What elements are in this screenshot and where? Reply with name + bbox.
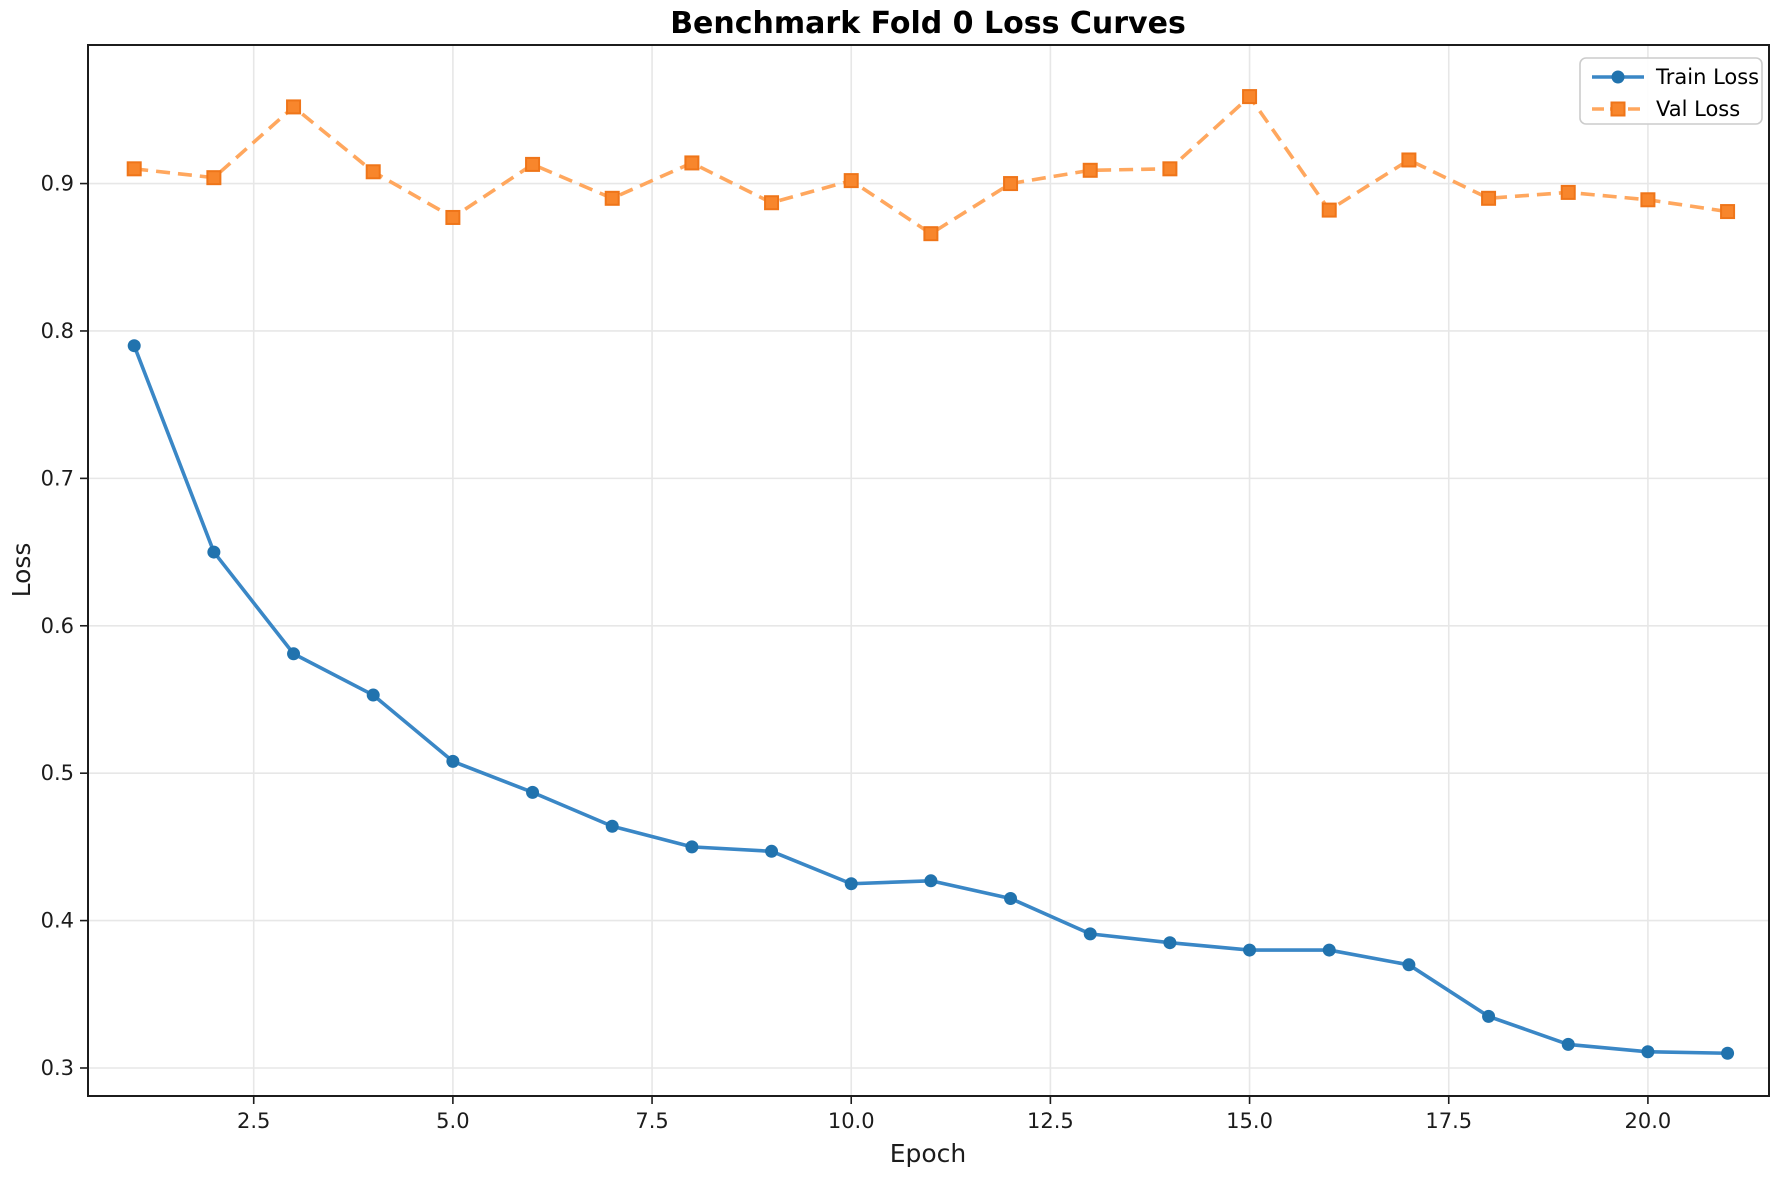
y-axis-label: Loss	[7, 543, 36, 598]
legend-sample-marker	[1610, 101, 1626, 117]
data-point-marker	[1242, 89, 1258, 105]
data-point-marker	[1401, 152, 1417, 168]
data-point-marker	[287, 647, 301, 661]
series-line	[134, 94, 1728, 236]
data-point-marker	[764, 195, 780, 211]
x-tick-label: 20.0	[1625, 1109, 1672, 1133]
data-point-marker	[286, 99, 302, 115]
x-tick-label: 2.5	[237, 1109, 270, 1133]
data-point-marker	[1163, 936, 1177, 950]
data-point-marker	[525, 156, 541, 172]
data-point-marker	[365, 164, 381, 180]
gridlines	[88, 45, 1769, 1096]
data-point-marker	[445, 209, 461, 225]
data-point-marker	[1402, 958, 1416, 972]
y-tick-label: 0.9	[41, 172, 74, 196]
data-point-marker	[1321, 202, 1337, 218]
data-point-marker	[843, 173, 859, 189]
data-point-marker	[206, 170, 222, 186]
data-point-marker	[1560, 184, 1576, 200]
data-point-marker	[1720, 204, 1736, 220]
y-tick-label: 0.6	[41, 614, 74, 638]
legend: Train Loss Val Loss	[1579, 57, 1763, 125]
y-tick-label: 0.3	[41, 1056, 74, 1080]
data-point-marker	[605, 819, 619, 833]
legend-item-train-loss: Train Loss	[1592, 65, 1759, 89]
y-tick-label: 0.8	[41, 319, 74, 343]
data-point-marker	[1721, 1046, 1735, 1060]
y-tick-label: 0.7	[41, 466, 74, 490]
data-point-marker	[446, 754, 460, 768]
data-point-marker	[366, 688, 380, 702]
y-tick-label: 0.4	[41, 909, 74, 933]
data-point-marker	[526, 785, 540, 799]
x-tick-label: 10.0	[828, 1109, 875, 1133]
data-point-marker	[684, 155, 700, 171]
data-point-marker	[1561, 1037, 1575, 1051]
y-tick-label: 0.5	[41, 761, 74, 785]
data-point-marker	[1083, 927, 1097, 941]
data-point-marker	[1481, 190, 1497, 206]
data-point-marker	[1640, 192, 1656, 208]
series-train-loss	[127, 339, 1735, 1060]
data-point-marker	[126, 161, 142, 177]
data-point-marker	[604, 190, 620, 206]
x-tick-label: 12.5	[1027, 1109, 1074, 1133]
data-point-marker	[1162, 161, 1178, 177]
legend-label: Train Loss	[1655, 65, 1759, 89]
data-point-marker	[844, 877, 858, 891]
x-tick-label: 17.5	[1425, 1109, 1472, 1133]
data-point-marker	[1482, 1009, 1496, 1023]
x-axis-label: Epoch	[890, 1139, 967, 1168]
x-tick-label: 15.0	[1226, 1109, 1273, 1133]
data-point-marker	[1243, 943, 1257, 957]
data-point-marker	[923, 226, 939, 242]
legend-label: Val Loss	[1656, 97, 1740, 121]
data-point-marker	[924, 874, 938, 888]
data-point-marker	[1003, 176, 1019, 192]
data-point-marker	[685, 840, 699, 854]
legend-item-val-loss: Val Loss	[1592, 97, 1740, 121]
series-lines	[126, 89, 1736, 1060]
x-tick-label: 7.5	[635, 1109, 668, 1133]
data-point-marker	[765, 844, 779, 858]
data-point-marker	[1082, 162, 1098, 178]
data-point-marker	[207, 545, 221, 559]
data-point-marker	[1004, 891, 1018, 905]
chart-title: Benchmark Fold 0 Loss Curves	[670, 6, 1186, 41]
data-point-marker	[1322, 943, 1336, 957]
axis-ticks: 2.5 5.0 7.5 10.0 12.5 15.0 17.5 20.0 0.3 0.4 0.5 0.…	[41, 172, 1672, 1133]
data-point-marker	[127, 339, 141, 353]
legend-sample-marker	[1611, 70, 1625, 84]
x-tick-label: 5.0	[436, 1109, 469, 1133]
plot-border	[87, 44, 1770, 1097]
series-val-loss	[126, 89, 1736, 242]
data-point-marker	[1641, 1045, 1655, 1059]
